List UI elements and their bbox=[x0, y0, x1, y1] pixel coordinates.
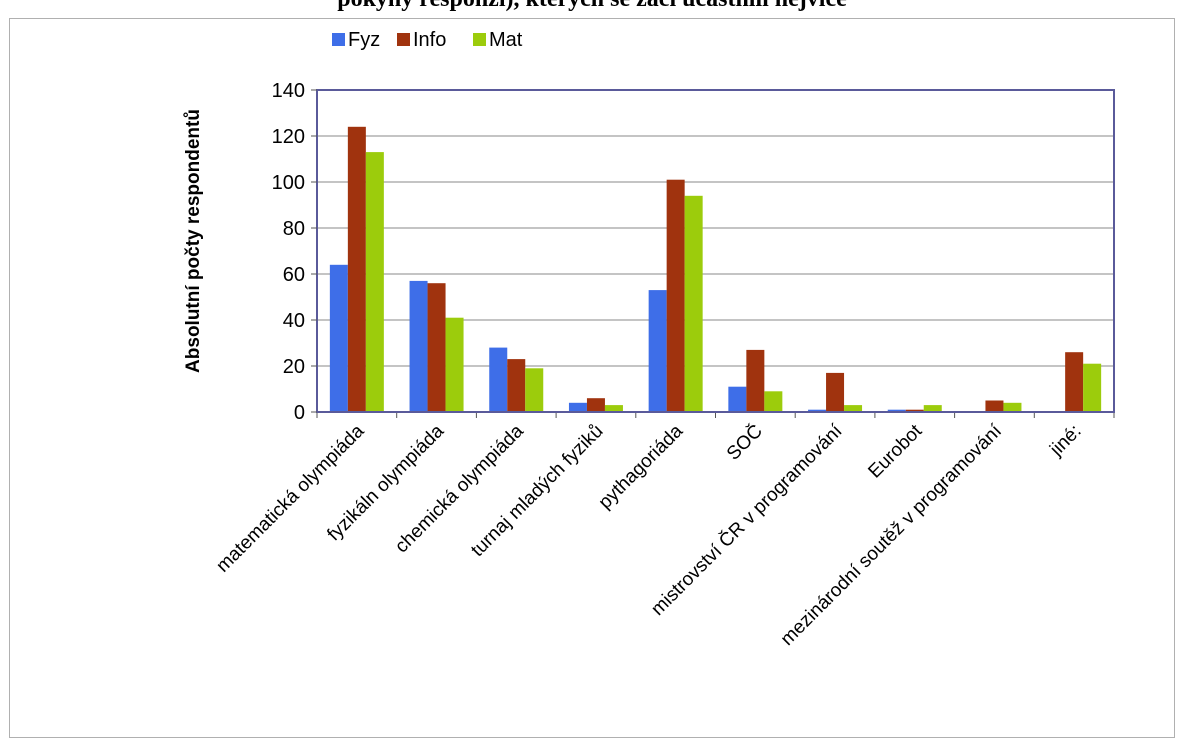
bar-fyz bbox=[568, 402, 587, 412]
y-tick-label: 60 bbox=[283, 264, 305, 286]
bar-mat bbox=[844, 405, 863, 412]
legend-label-info: Info bbox=[413, 29, 446, 51]
bar-info bbox=[347, 126, 366, 413]
bar-mat bbox=[1003, 402, 1022, 412]
y-tick-label: 140 bbox=[272, 80, 305, 102]
bar-info bbox=[507, 359, 526, 412]
x-axis-label: SOČ bbox=[722, 420, 767, 465]
bar-info bbox=[985, 400, 1004, 412]
bar-fyz bbox=[887, 409, 906, 412]
y-tick-label: 0 bbox=[294, 402, 305, 424]
bar-info bbox=[666, 179, 685, 412]
bar-mat bbox=[764, 391, 783, 412]
plot-area-border bbox=[316, 89, 1115, 413]
bar-fyz bbox=[329, 264, 348, 412]
x-axis-label: Eurobot bbox=[864, 420, 926, 482]
y-axis-ticks: 0 20 40 60 80 100 120 140 bbox=[272, 80, 317, 424]
bar-mat bbox=[525, 368, 544, 412]
bar-info bbox=[905, 409, 924, 412]
legend-label-fyz: Fyz bbox=[348, 29, 380, 51]
y-tick-label: 80 bbox=[283, 218, 305, 240]
bar-chart: 0 20 40 60 80 100 120 140 matematická olympiáda… bbox=[183, 29, 1115, 650]
bar-info bbox=[746, 349, 765, 412]
bar-mat bbox=[365, 152, 384, 412]
y-tick-label: 120 bbox=[272, 126, 305, 148]
bar-fyz bbox=[489, 347, 508, 412]
y-tick-label: 100 bbox=[272, 172, 305, 194]
x-axis-label: pythagoriáda bbox=[595, 420, 688, 513]
y-tick-label: 40 bbox=[283, 310, 305, 332]
bar-info bbox=[586, 398, 605, 412]
bar-info bbox=[1065, 352, 1084, 412]
y-tick-label: 20 bbox=[283, 356, 305, 378]
bar-info bbox=[826, 372, 845, 412]
bar-mat bbox=[445, 317, 464, 412]
x-axis-label: jiné: bbox=[1045, 421, 1085, 461]
bar-mat bbox=[1083, 363, 1102, 412]
bar-fyz bbox=[409, 280, 428, 412]
legend-swatch-mat bbox=[473, 33, 486, 46]
chart-frame: 0 20 40 60 80 100 120 140 matematická olympiáda… bbox=[9, 18, 1175, 738]
bar-fyz bbox=[648, 290, 667, 412]
bar-mat bbox=[684, 195, 703, 412]
legend-label-mat: Mat bbox=[489, 29, 523, 51]
legend: Fyz Info Mat bbox=[332, 29, 523, 51]
legend-swatch-fyz bbox=[332, 33, 345, 46]
x-axis-label: turnaj mladých fyziků bbox=[467, 421, 607, 561]
legend-swatch-info bbox=[397, 33, 410, 46]
bar-fyz bbox=[808, 409, 827, 412]
bar-mat bbox=[923, 405, 942, 412]
x-axis-label: matematická olympiáda bbox=[212, 420, 368, 576]
y-axis-label: Absolutní počty respondentů bbox=[183, 109, 204, 373]
page-title: pokyny responzí), kterých se žáci účastn… bbox=[0, 0, 1184, 16]
bars bbox=[316, 126, 1115, 418]
bar-fyz bbox=[728, 386, 747, 412]
bar-mat bbox=[604, 405, 623, 412]
bar-info bbox=[427, 283, 446, 412]
